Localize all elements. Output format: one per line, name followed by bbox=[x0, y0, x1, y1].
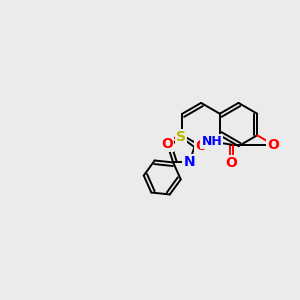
Text: NH: NH bbox=[201, 135, 222, 148]
Text: O: O bbox=[195, 139, 207, 153]
Text: O: O bbox=[225, 156, 237, 170]
Text: O: O bbox=[161, 137, 173, 151]
Text: S: S bbox=[176, 130, 186, 145]
Text: N: N bbox=[184, 155, 195, 170]
Text: O: O bbox=[267, 138, 279, 152]
